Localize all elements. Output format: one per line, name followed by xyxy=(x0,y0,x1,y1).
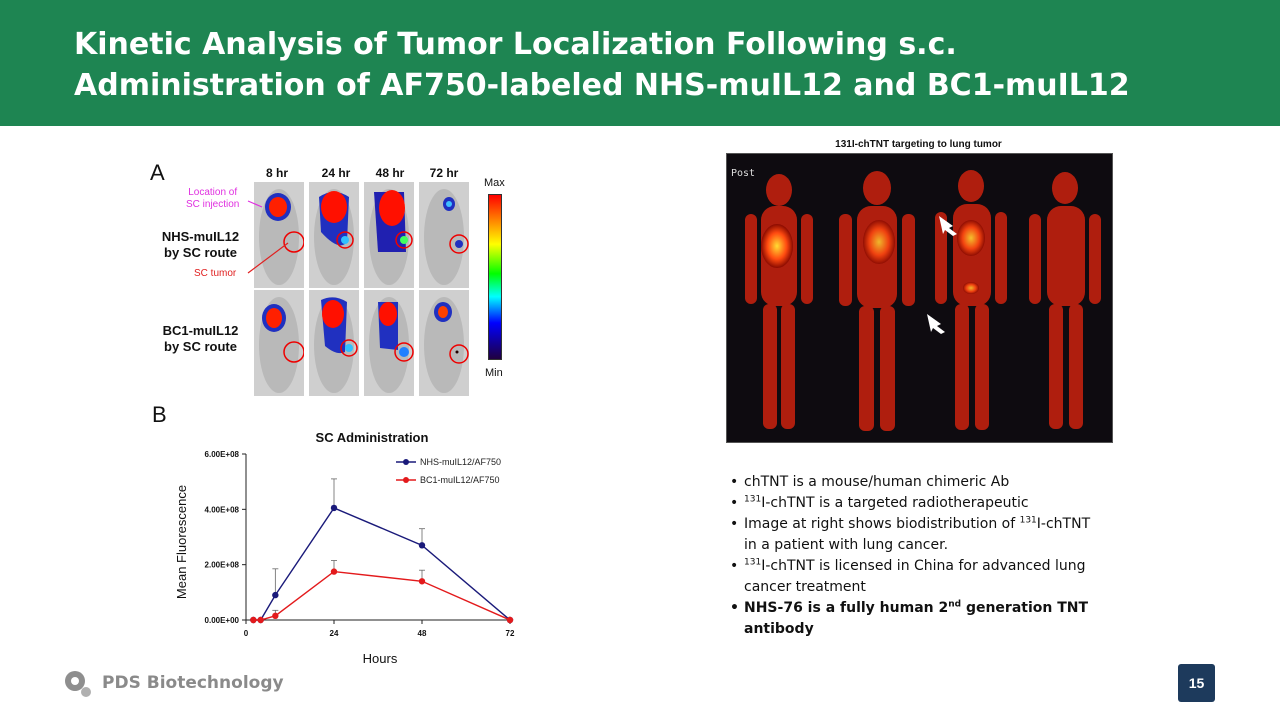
chart-y-tick-label: 2.00E+08 xyxy=(205,561,240,570)
time-label-72hr: 72 hr xyxy=(429,166,459,180)
bullet-3-post: I-chTNT in a patient with lung cancer. xyxy=(744,516,1091,553)
pds-logo-text: PDS Biotechnology xyxy=(102,673,284,693)
chart-x-tick-label: 48 xyxy=(418,629,427,638)
mouse-image-bc1-72hr xyxy=(419,290,469,396)
mouse-image-bc1-8hr xyxy=(254,290,305,396)
chart-series-line xyxy=(253,570,511,621)
mouse-image-bc1-24hr xyxy=(309,290,359,396)
chart-y-tick-label: 4.00E+08 xyxy=(205,505,240,514)
scan-bodies xyxy=(745,170,1101,431)
bullet-5-post: generation TNT antibody xyxy=(744,600,1089,637)
scale-max-label: Max xyxy=(484,177,505,189)
scan-post-label: Post xyxy=(731,168,756,179)
row-label-nhs: NHS-muIL12 by SC route xyxy=(148,229,253,261)
row-label-nhs-line1: NHS-muIL12 xyxy=(161,229,240,244)
bullet-2-sup: 131 xyxy=(744,494,762,505)
chart-data-point xyxy=(272,612,279,620)
title-line-2: Administration of AF750-labeled NHS-muIL… xyxy=(74,68,1130,103)
mouse-image-nhs-8hr xyxy=(254,182,305,288)
time-label-48hr: 48 hr xyxy=(375,166,405,180)
row-label-nhs-line2: by SC route xyxy=(164,245,237,260)
bullet-2-text: I-chTNT is a targeted radiotherapeutic xyxy=(761,495,1029,511)
bullet-item: 131I-chTNT is a targeted radiotherapeuti… xyxy=(728,493,1098,514)
mouse-image-nhs-48hr xyxy=(364,182,414,288)
intensity-scale-bar xyxy=(488,194,502,360)
slide-title: Kinetic Analysis of Tumor Localization F… xyxy=(74,24,1130,106)
chart-data-point xyxy=(418,542,426,549)
annotation-sc-tumor: SC tumor xyxy=(194,268,237,279)
row-label-bc1-line2: by SC route xyxy=(164,339,237,354)
chart-data-point xyxy=(418,578,426,585)
time-label-24hr: 24 hr xyxy=(321,166,351,180)
bullet-item: NHS-76 is a fully human 2nd generation T… xyxy=(728,598,1098,640)
bullet-item: 131I-chTNT is licensed in China for adva… xyxy=(728,556,1098,598)
chart-y-tick-label: 6.00E+08 xyxy=(205,450,240,459)
pds-logo-icon xyxy=(65,671,91,697)
chart-legend-label: BC1-muIL12/AF750 xyxy=(420,475,500,485)
bullet-1-text: chTNT is a mouse/human chimeric Ab xyxy=(744,474,1010,490)
scan-image: Post xyxy=(726,153,1113,443)
chart-data-point xyxy=(257,616,264,624)
bullet-4-text: I-chTNT is licensed in China for advance… xyxy=(744,558,1086,595)
scale-min-label: Min xyxy=(485,367,503,379)
bullet-3-pre: Image at right shows biodistribution of xyxy=(744,516,1020,532)
chart-data-point xyxy=(330,568,338,575)
mouse-image-bc1-48hr xyxy=(364,290,414,396)
title-line-1: Kinetic Analysis of Tumor Localization F… xyxy=(74,27,957,62)
annotation-injection-line1: Location of xyxy=(188,187,238,198)
page-number: 15 xyxy=(1178,664,1215,702)
row-label-bc1: BC1-muIL12 by SC route xyxy=(148,323,253,355)
scan-title: 131I-chTNT targeting to lung tumor xyxy=(835,139,1002,150)
chart-svg: SC Administration Mean Fluorescence Hour… xyxy=(174,430,515,666)
chart-title: SC Administration xyxy=(316,430,429,445)
panel-b-letter: B xyxy=(152,402,167,427)
mouse-image-nhs-72hr xyxy=(419,182,469,288)
chart-x-tick-label: 0 xyxy=(244,629,249,638)
chart-x-axis-label: Hours xyxy=(363,651,398,666)
chart-y-axis-label: Mean Fluorescence xyxy=(174,485,189,599)
bullet-list: chTNT is a mouse/human chimeric Ab 131I-… xyxy=(728,472,1098,640)
chart-y-tick-label: 0.00E+00 xyxy=(205,616,240,625)
mouse-image-nhs-24hr xyxy=(309,182,359,288)
bullet-5-sup: nd xyxy=(948,599,962,610)
time-label-8hr: 8 hr xyxy=(265,166,288,180)
row-label-bc1-line1: BC1-muIL12 xyxy=(162,323,239,338)
annotation-lines xyxy=(247,200,289,274)
chart-legend-marker xyxy=(403,459,409,465)
annotation-injection-line2: SC injection xyxy=(186,199,240,210)
chart-legend-label: NHS-muIL12/AF750 xyxy=(420,457,501,467)
slide-header: Kinetic Analysis of Tumor Localization F… xyxy=(0,0,1280,126)
bullet-item: chTNT is a mouse/human chimeric Ab xyxy=(728,472,1098,493)
chart-x-tick-label: 24 xyxy=(330,629,339,638)
chart-legend-marker xyxy=(403,477,409,483)
bullet-3-sup: 131 xyxy=(1019,515,1037,526)
bullet-5-pre: NHS-76 is a fully human 2 xyxy=(744,600,949,616)
chart-data-point xyxy=(272,591,279,599)
chart-data-point xyxy=(250,616,257,624)
chart-data-point xyxy=(506,616,514,624)
fluorescence-chart: SC Administration Mean Fluorescence Hour… xyxy=(160,420,520,670)
bullet-item: Image at right shows biodistribution of … xyxy=(728,514,1098,556)
annotation-injection: Location of SC injection xyxy=(186,187,239,211)
chart-data-point xyxy=(330,504,338,512)
chart-x-tick-label: 72 xyxy=(506,629,515,638)
bullet-4-sup: 131 xyxy=(744,557,762,568)
panel-a-letter: A xyxy=(150,160,165,185)
